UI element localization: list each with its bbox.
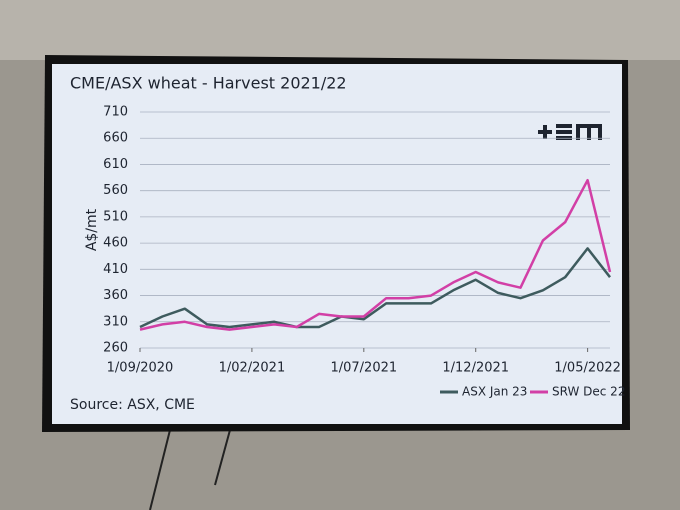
y-tick-label: 710 <box>103 105 128 120</box>
screen <box>52 64 622 424</box>
y-tick-label: 560 <box>103 183 128 198</box>
y-tick-label: 660 <box>103 131 128 146</box>
x-tick-label: 1/07/2021 <box>330 361 397 376</box>
y-tick-label: 610 <box>103 157 128 172</box>
y-tick-label: 360 <box>103 288 128 303</box>
y-tick-label: 460 <box>103 236 128 251</box>
y-axis-label: A$/mt <box>84 208 100 251</box>
x-tick-label: 1/09/2020 <box>107 361 174 376</box>
series-line <box>139 247 611 329</box>
x-tick-label: 1/05/2022 <box>554 361 621 376</box>
y-tick-label: 310 <box>103 314 128 329</box>
x-tick-label: 1/12/2021 <box>442 361 509 376</box>
legend-label: SRW Dec 22 <box>552 385 625 399</box>
x-tick-label: 1/02/2021 <box>219 361 286 376</box>
y-tick-label: 410 <box>103 262 128 277</box>
cable <box>149 429 171 510</box>
y-tick-label: 510 <box>103 209 128 224</box>
plot: 260 310 360 410 460 510 560 610 660 710 1/09/2020 1… <box>103 105 625 399</box>
series-line <box>139 178 612 331</box>
ceiling <box>0 0 680 60</box>
legend-label: ASX Jan 23 <box>462 385 527 399</box>
source: Source: ASX, CME <box>70 397 195 413</box>
cable <box>214 429 231 486</box>
y-tick-label: 260 <box>103 341 128 356</box>
chart-title: CME/ASX wheat - Harvest 2021/22 <box>70 74 347 93</box>
